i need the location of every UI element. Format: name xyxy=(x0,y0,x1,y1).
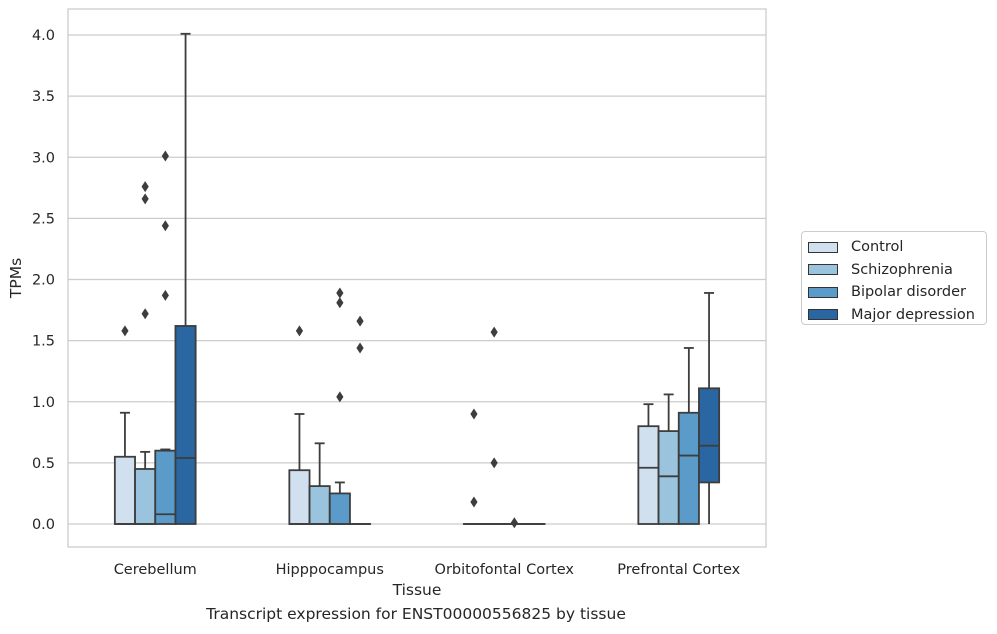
box-1-3 xyxy=(349,315,372,525)
y-tick-label: 4.0 xyxy=(32,28,55,44)
outlier-point xyxy=(470,496,478,508)
boxes xyxy=(113,32,721,529)
legend: Control Schizophrenia Bipolar disorder Majo… xyxy=(801,231,987,325)
legend-swatch xyxy=(808,309,838,321)
outlier-point xyxy=(141,193,149,205)
y-tick-label: 2.0 xyxy=(32,273,55,289)
box-iqr xyxy=(637,425,660,525)
outlier-point xyxy=(295,325,304,337)
x-tick-label: Hipppocampus xyxy=(276,562,384,578)
y-tick-labels: 0.0 0.5 1.0 1.5 2.0 2.5 3.0 3.5 4.0 xyxy=(32,28,55,533)
box-0-2 xyxy=(154,150,177,525)
outlier-point xyxy=(161,220,169,232)
y-tick-label: 0.0 xyxy=(32,517,55,533)
legend-swatch xyxy=(808,264,838,276)
box-iqr xyxy=(328,492,351,525)
box-iqr xyxy=(174,325,197,525)
box-iqr xyxy=(288,469,311,525)
box-3-0 xyxy=(637,403,660,525)
outlier-point xyxy=(490,326,498,338)
x-axis-label: Tissue xyxy=(392,581,442,599)
legend-label: Control xyxy=(851,239,904,256)
x-tick-label: Orbitofontal Cortex xyxy=(435,562,575,578)
y-tick-label: 0.5 xyxy=(32,456,55,472)
box-iqr xyxy=(657,430,680,525)
box-0-1 xyxy=(134,181,157,525)
legend-swatch xyxy=(808,286,838,298)
y-tick-label: 3.0 xyxy=(32,150,55,166)
box-iqr xyxy=(154,449,177,525)
box-1-2 xyxy=(328,287,351,525)
box-2-1 xyxy=(483,326,506,525)
box-3-2 xyxy=(677,347,700,525)
box-iqr xyxy=(677,411,700,525)
y-axis-label: TPMs xyxy=(7,258,25,299)
outlier-point xyxy=(121,325,129,337)
legend-swatch xyxy=(808,241,838,253)
outlier-point xyxy=(141,308,149,320)
box-3-1 xyxy=(657,393,680,525)
outlier-point xyxy=(356,315,364,327)
box-2-0 xyxy=(462,408,485,525)
outlier-point xyxy=(470,408,478,420)
y-tick-label: 2.5 xyxy=(32,211,55,227)
x-tick-label: Prefrontal Cortex xyxy=(617,562,740,578)
outlier-point xyxy=(510,517,518,529)
outlier-point xyxy=(336,391,344,403)
box-iqr xyxy=(698,387,721,484)
y-tick-label: 1.5 xyxy=(32,334,55,350)
y-tick-label: 3.5 xyxy=(32,89,55,105)
x-tick-label: Cerebellum xyxy=(114,562,197,578)
legend-label: Major depression xyxy=(851,306,975,323)
outlier-point xyxy=(141,181,149,193)
legend-item: Major depression xyxy=(808,304,986,327)
outlier-point xyxy=(356,342,364,354)
box-0-3 xyxy=(174,32,197,525)
outlier-point xyxy=(161,150,169,162)
outlier-point xyxy=(336,287,344,299)
legend-item: Bipolar disorder xyxy=(808,281,986,304)
outlier-point xyxy=(490,457,498,469)
box-1-0 xyxy=(288,325,311,525)
outlier-point xyxy=(161,289,169,301)
box-iqr xyxy=(134,468,157,525)
box-0-0 xyxy=(113,325,136,525)
box-iqr xyxy=(308,485,331,525)
legend-item: Control xyxy=(808,236,986,259)
plot-frame xyxy=(67,8,767,548)
x-tick-labels: Cerebellum Hipppocampus Orbitofontal Corte… xyxy=(114,562,741,578)
legend-label: Bipolar disorder xyxy=(851,284,966,301)
legend-item: Schizophrenia xyxy=(808,259,986,282)
box-iqr xyxy=(113,455,136,525)
outlier-point xyxy=(336,297,344,309)
y-tick-label: 1.0 xyxy=(32,395,55,411)
legend-label: Schizophrenia xyxy=(851,261,953,278)
chart-caption: Transcript expression for ENST0000055682… xyxy=(206,605,626,623)
box-2-2 xyxy=(503,517,526,529)
box-1-1 xyxy=(308,442,331,525)
box-3-3 xyxy=(698,292,721,524)
